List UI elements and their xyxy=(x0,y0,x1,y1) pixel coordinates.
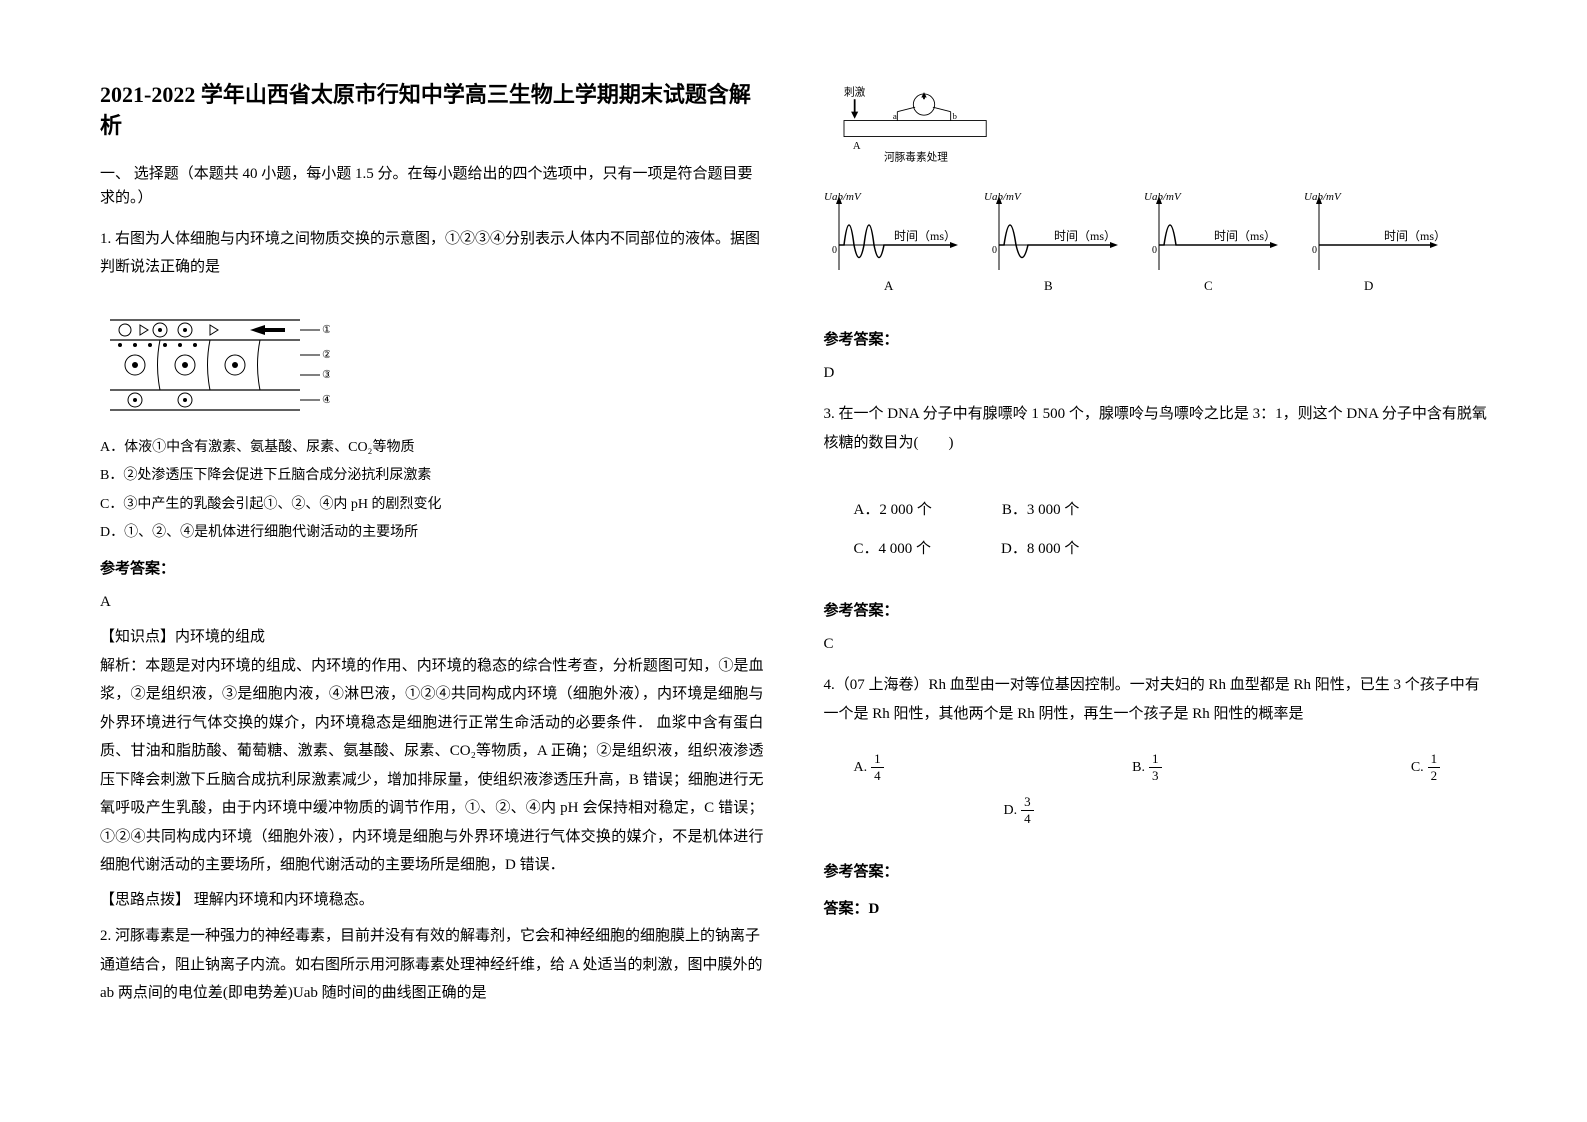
q2-waveforms: Uab/mV 时间（ms） 0 A Uab/mV 时间（ms） 0 B Uab/… xyxy=(824,190,1488,300)
q3-option-d: D．8 000 个 xyxy=(1001,537,1079,558)
q1-answer: A xyxy=(100,594,764,611)
q4-option-b: B. 13 xyxy=(1132,751,1411,784)
q1-option-c: C．③中产生的乳酸会引起①、②、④内 pH 的剧烈变化 xyxy=(100,492,764,519)
q1-tip: 【思路点拨】 理解内环境和内环境稳态。 xyxy=(100,886,764,915)
svg-text:a: a xyxy=(892,111,896,121)
q3-stem: 3. 在一个 DNA 分子中有腺嘌呤 1 500 个，腺嘌呤与鸟嘌呤之比是 3：… xyxy=(824,400,1488,457)
q3-option-a: A．2 000 个 xyxy=(854,498,932,519)
q3-options: A．2 000 个 B．3 000 个 C．4 000 个 D．8 000 个 xyxy=(824,480,1488,576)
section-heading: 一、 选择题（本题共 40 小题，每小题 1.5 分。在每小题给出的四个选项中，… xyxy=(100,162,764,210)
q4-options: A. 14 B. 13 C. 12 D. 34 xyxy=(824,751,1488,837)
q1-answer-label: 参考答案： xyxy=(100,557,764,578)
left-column: 2021-2022 学年山西省太原市行知中学高三生物上学期期末试题含解析 一、 … xyxy=(100,80,764,1082)
svg-text:0: 0 xyxy=(992,245,997,256)
svg-text:D: D xyxy=(1364,278,1373,293)
svg-text:时间（ms）: 时间（ms） xyxy=(1384,229,1444,243)
svg-text:河豚毒素处理: 河豚毒素处理 xyxy=(884,151,948,164)
waveform-d: Uab/mV 时间（ms） 0 D xyxy=(1304,190,1444,300)
q3-option-c: C．4 000 个 xyxy=(854,537,932,558)
svg-text:Uab/mV: Uab/mV xyxy=(824,191,862,203)
svg-text:时间（ms）: 时间（ms） xyxy=(894,229,956,243)
stim-label-top: 刺激 xyxy=(844,86,866,99)
svg-text:①: ① xyxy=(322,324,330,336)
q2-answer-label: 参考答案： xyxy=(824,328,1488,349)
exam-title: 2021-2022 学年山西省太原市行知中学高三生物上学期期末试题含解析 xyxy=(100,80,764,142)
q4-answer: 答案：D xyxy=(824,897,1488,918)
q2-stem: 2. 河豚毒素是一种强力的神经毒素，目前并没有有效的解毒剂，它会和神经细胞的细胞… xyxy=(100,922,764,1008)
q4-option-d: D. 34 xyxy=(1004,794,1488,827)
q2-stimulus-diagram: 刺激 a b A 河豚毒素处理 xyxy=(824,80,1488,180)
svg-text:④: ④ xyxy=(322,394,330,406)
q1-stem: 1. 右图为人体细胞与内环境之间物质交换的示意图，①②③④分别表示人体内不同部位… xyxy=(100,225,764,282)
q1-cell-diagram: ① ② ③ ④ xyxy=(100,300,764,425)
waveform-b: Uab/mV 时间（ms） 0 B xyxy=(984,190,1124,300)
svg-text:Uab/mV: Uab/mV xyxy=(984,191,1022,203)
svg-text:C: C xyxy=(1204,278,1213,293)
q1-knowledge: 【知识点】内环境的组成 xyxy=(100,625,764,646)
svg-text:0: 0 xyxy=(832,245,837,256)
svg-text:0: 0 xyxy=(1312,245,1317,256)
q3-answer-label: 参考答案： xyxy=(824,599,1488,620)
q2-answer: D xyxy=(824,365,1488,382)
svg-text:时间（ms）: 时间（ms） xyxy=(1054,229,1116,243)
q3-option-b: B．3 000 个 xyxy=(1002,498,1080,519)
waveform-a: Uab/mV 时间（ms） 0 A xyxy=(824,190,964,300)
svg-text:0: 0 xyxy=(1152,245,1157,256)
q3-answer: C xyxy=(824,636,1488,653)
q1-option-b: B．②处渗透压下降会促进下丘脑合成分泌抗利尿激素 xyxy=(100,463,764,490)
q4-option-c: C. 12 xyxy=(1411,751,1477,784)
q4-option-a: A. 14 xyxy=(854,751,1133,784)
svg-text:②: ② xyxy=(322,349,330,361)
svg-text:Uab/mV: Uab/mV xyxy=(1144,191,1182,203)
q1-option-a: A．体液①中含有激素、氨基酸、尿素、CO₂等物质 xyxy=(100,435,764,462)
svg-text:A: A xyxy=(852,141,860,152)
svg-text:③: ③ xyxy=(322,369,330,381)
q1-option-d: D．①、②、④是机体进行细胞代谢活动的主要场所 xyxy=(100,520,764,547)
svg-text:A: A xyxy=(884,278,894,293)
q4-answer-label: 参考答案： xyxy=(824,860,1488,881)
svg-text:B: B xyxy=(1044,278,1053,293)
svg-text:Uab/mV: Uab/mV xyxy=(1304,191,1342,203)
right-column: 刺激 a b A 河豚毒素处理 Uab/mV 时间（ms） xyxy=(824,80,1488,1082)
svg-text:b: b xyxy=(952,111,957,121)
q4-stem: 4.（07 上海卷）Rh 血型由一对等位基因控制。一对夫妇的 Rh 血型都是 R… xyxy=(824,671,1488,728)
q1-analysis: 解析：本题是对内环境的组成、内环境的作用、内环境的稳态的综合性考查，分析题图可知… xyxy=(100,652,764,880)
waveform-c: Uab/mV 时间（ms） 0 C xyxy=(1144,190,1284,300)
svg-text:时间（ms）: 时间（ms） xyxy=(1214,229,1276,243)
